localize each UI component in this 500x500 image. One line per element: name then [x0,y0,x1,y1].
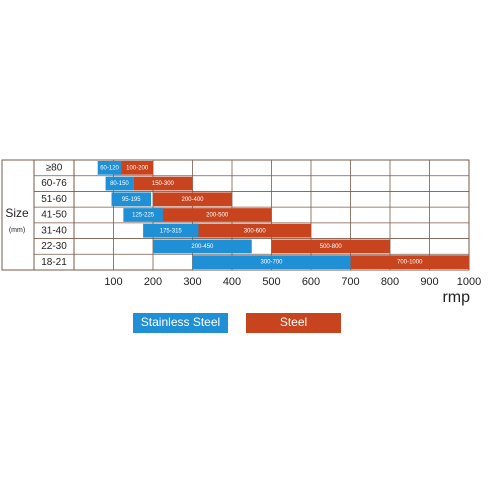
y-unit: (mm) [9,227,25,234]
y-tick-label: 31-40 [41,225,67,236]
bar [105,176,134,191]
legend-swatch [246,313,341,333]
bar-label: 125-225 [132,213,155,219]
x-tick-label: 700 [341,276,359,288]
y-tick-label: 51-60 [41,194,67,205]
x-tick-label: 300 [183,276,201,288]
bar-label: 500-800 [320,244,343,250]
x-tick-label: 900 [420,276,438,288]
legend-label: Stainless Steel [141,315,220,329]
bar-label: 300-700 [260,260,283,266]
bar-label: 150-300 [152,181,175,187]
bar [153,192,232,207]
bar-label: 100-200 [126,165,149,171]
bar-label: 95-195 [122,197,141,203]
bar-label: 80-150 [110,181,129,187]
bar [133,176,193,191]
y-tick-label: ≥80 [46,162,63,173]
bar [271,239,390,254]
bar-label: 200-400 [181,197,204,203]
bar [192,223,311,238]
legend-swatch [133,313,228,333]
bar-label: 175-315 [160,228,183,234]
bar [153,208,272,222]
x-tick-label: 500 [262,276,280,288]
y-tick-label: 22-30 [41,241,67,252]
bar-label: 60-120 [100,165,119,171]
x-tick-label: 100 [104,276,122,288]
bar [153,239,252,254]
bar-label: 200-450 [191,244,214,250]
bar [143,223,199,238]
x-tick-label: 800 [381,276,399,288]
bar [97,161,122,175]
x-tick-label: 400 [223,276,241,288]
x-tick-label: 200 [144,276,162,288]
x-tick-label: 1000 [457,276,481,288]
y-tick-label: 41-50 [41,210,67,221]
x-label: rmp [442,289,470,306]
legend-label: Steel [280,315,307,329]
bar-label: 200-500 [206,213,229,219]
bar [113,161,153,175]
bar [192,255,351,269]
x-tick-label: 600 [302,276,320,288]
y-tick-label: 60-76 [41,178,67,189]
y-tick-label: 18-21 [41,257,67,268]
bar-label: 300-600 [244,228,267,234]
bar-label: 700-1000 [397,260,423,266]
bar [350,255,469,269]
bar [111,192,152,207]
bar [123,208,163,222]
y-label: Size [5,206,29,220]
